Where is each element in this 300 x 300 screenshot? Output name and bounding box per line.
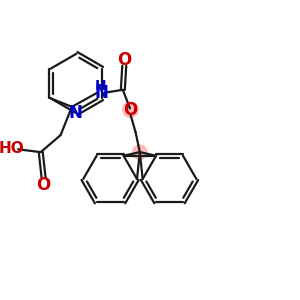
Text: O: O	[37, 176, 51, 194]
Text: H: H	[95, 80, 107, 94]
Text: HO: HO	[0, 141, 24, 156]
Text: O: O	[117, 51, 132, 69]
Text: N: N	[68, 104, 82, 122]
Circle shape	[133, 145, 147, 159]
Text: O: O	[123, 101, 138, 119]
Text: N: N	[94, 84, 108, 102]
Circle shape	[123, 102, 138, 117]
